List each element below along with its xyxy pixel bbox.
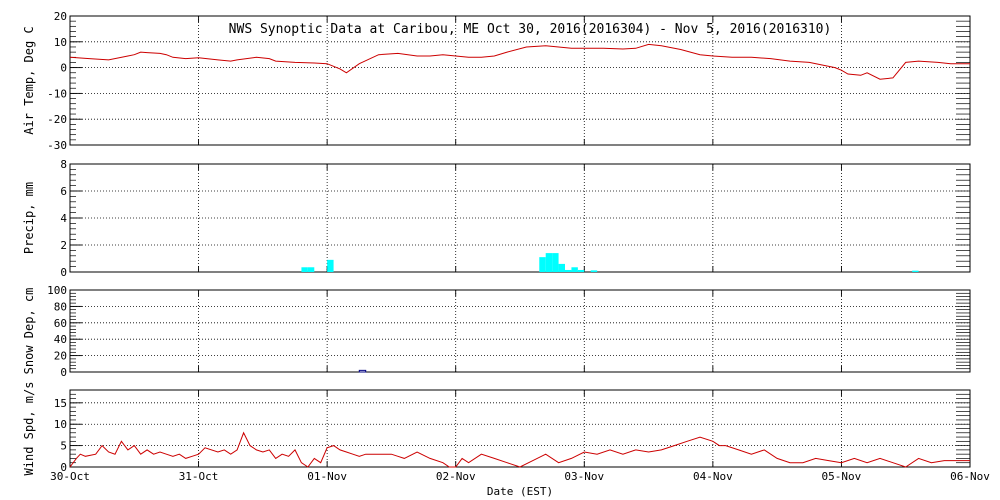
y-tick-label: 0: [60, 62, 67, 75]
x-tick-label: 03-Nov: [564, 470, 604, 483]
x-tick-label: 04-Nov: [693, 470, 733, 483]
y-tick-label: -30: [47, 139, 67, 152]
y-axis-label: Snow Dep, cm: [22, 288, 36, 375]
bar: [307, 267, 315, 272]
y-tick-label: 8: [60, 158, 67, 171]
x-tick-label: 31-Oct: [179, 470, 219, 483]
y-tick-label: 5: [60, 440, 67, 453]
y-tick-label: 10: [54, 418, 67, 431]
bar: [565, 269, 572, 272]
bar: [552, 253, 559, 272]
panel-3: 0 5 10 15 Wind Spd, m/s: [22, 382, 971, 476]
x-tick-label: 02-Nov: [436, 470, 476, 483]
y-tick-label: 0: [60, 266, 67, 279]
bar: [545, 253, 553, 272]
panel-frame: [69, 15, 971, 146]
bar: [590, 270, 598, 272]
x-axis-label: Date (EST): [487, 485, 553, 498]
bar: [558, 263, 565, 272]
y-axis-label: Air Temp, Deg C: [22, 26, 36, 134]
bar: [327, 259, 334, 272]
y-tick-label: 0: [60, 366, 67, 379]
y-tick-label: 100: [47, 284, 67, 297]
panel-0: -30 -20 -10 0 10 20 Air Temp, Deg C: [22, 10, 971, 152]
y-tick-label: 80: [54, 300, 67, 313]
y-tick-label: 6: [60, 185, 67, 198]
x-tick-label: 05-Nov: [822, 470, 862, 483]
panel-2: 0 20 40 60 80 100 Snow Dep, cm: [22, 284, 971, 379]
x-tick-label: 30-Oct: [50, 470, 90, 483]
y-tick-label: 4: [60, 212, 67, 225]
panel-frame: [69, 163, 971, 273]
y-axis-label: Precip, mm: [22, 182, 36, 254]
x-tick-label: 06-Nov: [950, 470, 990, 483]
x-tick-labels: 30-Oct 31-Oct 01-Nov 02-Nov 03-Nov 04-Nov 05-N…: [50, 470, 990, 483]
bar: [358, 369, 367, 373]
bar: [571, 267, 578, 272]
y-tick-label: 10: [54, 36, 67, 49]
y-tick-label: 2: [60, 239, 67, 252]
chart-title: NWS Synoptic Data at Caribou, ME Oct 30,…: [229, 22, 832, 37]
panel-frame: [69, 289, 971, 373]
x-tick-label: 01-Nov: [307, 470, 347, 483]
bar: [539, 257, 546, 272]
y-tick-label: 0: [60, 461, 67, 474]
y-tick-label: 60: [54, 317, 67, 330]
y-tick-label: 15: [54, 397, 67, 410]
y-tick-label: 20: [54, 10, 67, 23]
y-tick-label: -20: [47, 113, 67, 126]
series-line: [69, 431, 970, 468]
y-tick-label: 40: [54, 333, 67, 346]
bar: [912, 270, 919, 272]
panels: -30 -20 -10 0 10 20 Air Temp, Deg C 0 2 4 6 8 Precip…: [22, 10, 971, 476]
y-tick-label: -10: [47, 87, 67, 100]
series-line: [69, 43, 970, 80]
panel-1: 0 2 4 6 8 Precip, mm: [22, 158, 971, 279]
bar: [301, 267, 308, 272]
y-tick-label: 20: [54, 350, 67, 363]
panel-frame: [69, 389, 971, 468]
y-axis-label: Wind Spd, m/s: [22, 382, 36, 476]
bar: [577, 269, 585, 272]
